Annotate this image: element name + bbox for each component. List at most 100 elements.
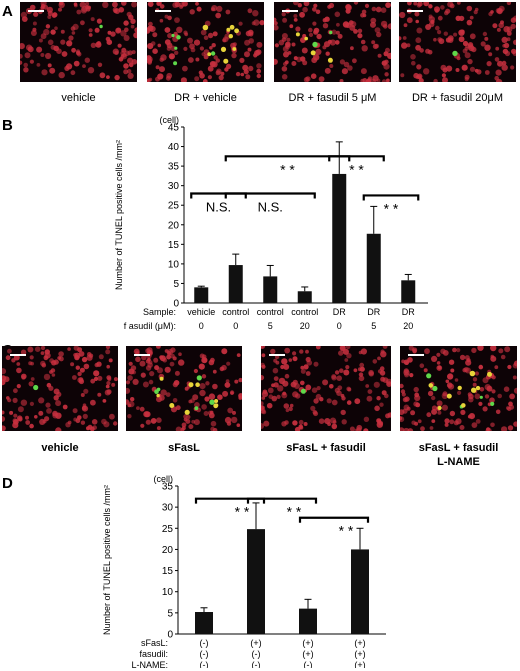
significance-label: * * bbox=[349, 161, 364, 177]
scale-bar bbox=[28, 10, 44, 12]
micrograph-caption: sFasL bbox=[168, 442, 200, 454]
significance-bracket bbox=[224, 155, 351, 162]
category-label: 20 bbox=[403, 321, 413, 331]
y-tick-label: 20 bbox=[168, 220, 180, 231]
scale-bar bbox=[408, 354, 424, 356]
significance-label: * * bbox=[287, 504, 302, 520]
bar bbox=[332, 173, 347, 303]
scale-bar bbox=[269, 354, 285, 356]
bar bbox=[401, 280, 416, 303]
category-label: (-) bbox=[200, 660, 209, 668]
category-label: (-) bbox=[252, 649, 261, 659]
bar bbox=[351, 549, 369, 634]
scale-bar bbox=[10, 354, 26, 356]
micrograph-c-4 bbox=[400, 346, 517, 431]
category-label: DR bbox=[333, 307, 346, 317]
bar bbox=[297, 291, 312, 303]
category-label: (+) bbox=[302, 638, 313, 648]
category-row-label: sFasL: bbox=[141, 638, 168, 648]
bar bbox=[194, 287, 209, 303]
y-tick-label: 0 bbox=[167, 630, 173, 641]
category-label: (-) bbox=[200, 649, 209, 659]
y-unit-label: (cell) bbox=[154, 474, 174, 484]
micrograph-caption: DR + vehicle bbox=[174, 92, 237, 104]
significance-bracket bbox=[362, 194, 420, 201]
panel-a-letter: A bbox=[2, 3, 13, 20]
panel-d-letter: D bbox=[2, 475, 13, 492]
chart-b: 0 5 10 15 20 25 30 35 40 45(cell) Number of TUNEL … bbox=[114, 115, 428, 331]
category-label: (+) bbox=[354, 649, 365, 659]
micrograph-caption: DR + fasudil 20μM bbox=[411, 92, 503, 104]
bar bbox=[228, 265, 243, 303]
significance-label: * * bbox=[235, 504, 250, 520]
category-label: (+) bbox=[354, 660, 365, 668]
significance-label: N.S. bbox=[258, 199, 283, 214]
category-label: vehicle bbox=[187, 307, 215, 317]
panel-b-letter: B bbox=[2, 117, 13, 134]
micrograph-caption: vehicle bbox=[61, 92, 96, 104]
category-label: 5 bbox=[268, 321, 273, 331]
category-row-label: Sample: bbox=[143, 307, 176, 317]
category-row-label: fasudil: bbox=[139, 649, 168, 659]
significance-label: * * bbox=[339, 523, 354, 539]
category-row-label: f asudil (μM): bbox=[124, 321, 176, 331]
significance-bracket bbox=[224, 192, 316, 199]
significance-label: N.S. bbox=[206, 199, 231, 214]
micrograph-a-4 bbox=[399, 2, 516, 82]
category-label: (+) bbox=[302, 649, 313, 659]
y-tick-label: 20 bbox=[162, 545, 174, 556]
bar bbox=[299, 608, 317, 634]
scale-bar bbox=[282, 10, 298, 12]
micrograph-caption: DR + fasudil 5 μM bbox=[288, 92, 377, 104]
y-tick-label: 0 bbox=[173, 299, 179, 310]
significance-label: * * bbox=[384, 200, 399, 216]
bar bbox=[366, 233, 381, 303]
category-label: 5 bbox=[371, 321, 376, 331]
category-label: 20 bbox=[300, 321, 310, 331]
y-tick-label: 25 bbox=[162, 524, 174, 535]
micrograph-a-1 bbox=[20, 2, 137, 82]
category-label: control bbox=[222, 307, 249, 317]
category-label: 0 bbox=[337, 321, 342, 331]
category-label: DR bbox=[402, 307, 415, 317]
y-unit-label: (cell) bbox=[160, 115, 180, 125]
scale-bar bbox=[155, 10, 171, 12]
y-tick-label: 15 bbox=[162, 566, 174, 577]
y-tick-label: 15 bbox=[168, 240, 180, 251]
y-tick-label: 45 bbox=[168, 123, 180, 134]
category-row-label: L-NAME: bbox=[131, 660, 168, 668]
chart-d: 0 5 10 15 20 25 30 35(cell) Number of TUNEL posi… bbox=[102, 474, 386, 668]
micrograph-caption-line2: L-NAME bbox=[437, 456, 480, 468]
micrograph-a-3 bbox=[274, 2, 391, 82]
bar bbox=[247, 529, 265, 634]
y-tick-label: 5 bbox=[167, 608, 173, 619]
micrograph-a-2 bbox=[147, 2, 264, 82]
category-label: (-) bbox=[304, 660, 313, 668]
y-tick-label: 25 bbox=[168, 201, 180, 212]
y-tick-label: 5 bbox=[173, 279, 179, 290]
micrograph-c-1 bbox=[2, 346, 118, 431]
micrograph-c-3 bbox=[261, 346, 391, 431]
y-axis-label: Number of TUNEL positive cells /mm² bbox=[114, 140, 124, 290]
micrograph-caption: sFasL + fasudil bbox=[418, 442, 499, 454]
y-tick-label: 10 bbox=[168, 259, 180, 270]
significance-bracket bbox=[328, 155, 385, 162]
significance-bracket bbox=[246, 497, 318, 504]
y-tick-label: 30 bbox=[168, 181, 180, 192]
micrograph-caption: vehicle bbox=[41, 442, 79, 454]
category-label: (+) bbox=[354, 638, 365, 648]
bar bbox=[195, 612, 213, 634]
category-label: control bbox=[257, 307, 284, 317]
significance-label: * * bbox=[280, 161, 295, 177]
bar bbox=[263, 276, 278, 303]
category-label: 0 bbox=[233, 321, 238, 331]
scale-bar bbox=[134, 354, 150, 356]
y-axis-label: Number of TUNEL positive cells /mm² bbox=[102, 485, 112, 635]
category-label: DR bbox=[367, 307, 380, 317]
y-tick-label: 35 bbox=[162, 482, 174, 493]
y-tick-label: 35 bbox=[168, 162, 180, 173]
y-tick-label: 10 bbox=[162, 587, 174, 598]
category-label: (-) bbox=[252, 660, 261, 668]
y-tick-label: 40 bbox=[168, 142, 180, 153]
category-label: (+) bbox=[250, 638, 261, 648]
